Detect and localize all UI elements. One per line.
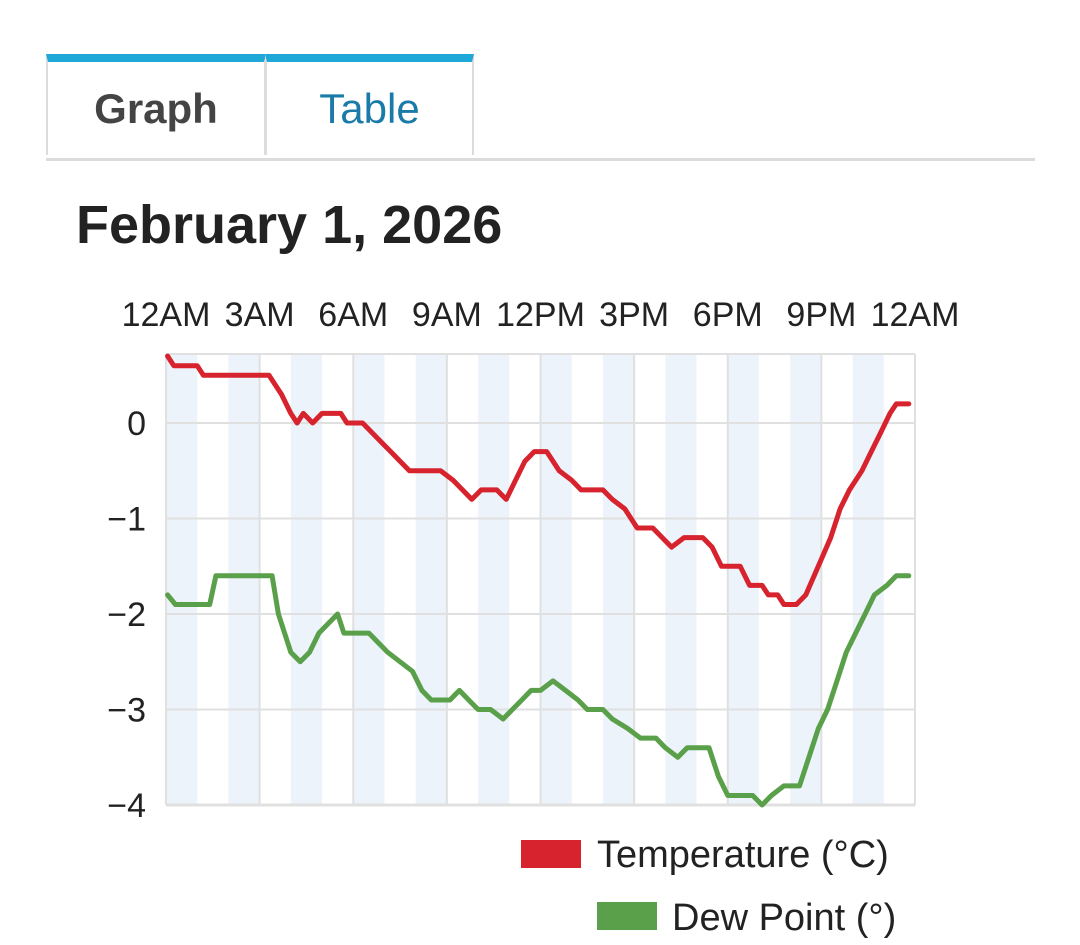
y-axis-labels: 0 −1 −2 −3 −4 <box>107 405 146 825</box>
legend-label-dew-point: Dew Point (°) <box>672 897 896 939</box>
hour-band <box>852 354 884 805</box>
legend-swatch-temperature <box>521 840 581 868</box>
hour-band <box>727 354 759 805</box>
x-tick-label: 6PM <box>693 296 763 334</box>
vertical-gridlines <box>165 354 916 805</box>
x-tick-label: 12AM <box>122 296 211 334</box>
hour-band <box>228 354 260 805</box>
legend: Temperature (°C) Dew Point (°) <box>521 834 896 939</box>
hour-band <box>166 354 198 805</box>
hour-band <box>415 354 447 805</box>
hour-band <box>602 354 635 805</box>
tab-graph[interactable]: Graph <box>46 54 266 155</box>
hour-band <box>665 354 697 805</box>
x-tick-label: 3PM <box>599 296 669 334</box>
temperature-line <box>165 353 912 607</box>
legend-swatch-dew-point <box>597 902 657 930</box>
y-tick-label: −4 <box>107 787 146 825</box>
x-tick-label: 6AM <box>318 296 388 334</box>
tab-table[interactable]: Table <box>265 54 474 155</box>
hour-band <box>290 354 323 805</box>
x-tick-label: 12AM <box>871 296 960 334</box>
series-lines <box>165 353 912 808</box>
y-tick-label: −3 <box>107 692 146 730</box>
plot-frame <box>166 353 915 807</box>
dew-point-line <box>165 573 912 808</box>
x-tick-label: 9AM <box>412 296 482 334</box>
x-tick-label: 12PM <box>496 296 585 334</box>
hour-band <box>478 354 510 805</box>
date-title: February 1, 2026 <box>76 195 503 255</box>
hour-band <box>540 354 572 805</box>
view-tabs: Graph Table <box>46 54 1035 161</box>
legend-label-temperature: Temperature (°C) <box>597 834 889 876</box>
hour-bands <box>166 354 884 805</box>
x-tick-label: 3AM <box>225 296 295 334</box>
x-axis-labels: 12AM 3AM 6AM 9AM 12PM 3PM 6PM 9PM 12AM <box>122 296 960 334</box>
tab-table-label: Table <box>319 84 420 132</box>
y-tick-label: −1 <box>107 501 146 539</box>
y-tick-label: −2 <box>107 596 146 634</box>
tab-graph-label: Graph <box>94 84 218 132</box>
y-tick-label: 0 <box>127 405 146 443</box>
x-tick-label: 9PM <box>786 296 856 334</box>
